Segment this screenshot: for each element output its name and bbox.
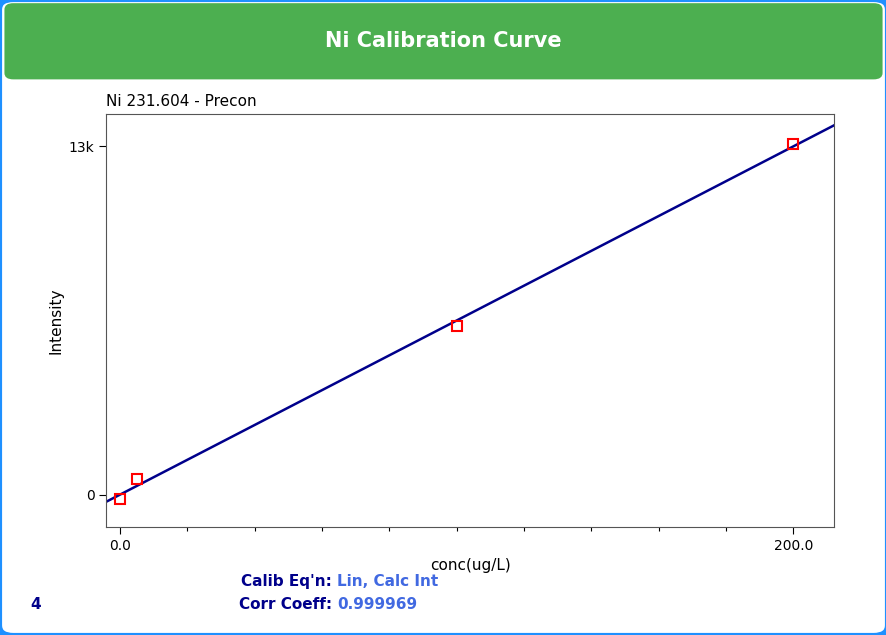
Y-axis label: Intensity: Intensity xyxy=(48,288,63,354)
Text: 4: 4 xyxy=(30,597,41,612)
Text: Ni 231.604 - Precon: Ni 231.604 - Precon xyxy=(106,94,257,109)
X-axis label: conc(ug/L): conc(ug/L) xyxy=(429,558,510,573)
Text: Corr Coeff:: Corr Coeff: xyxy=(238,597,337,612)
FancyBboxPatch shape xyxy=(4,3,882,79)
Text: Ni Calibration Curve: Ni Calibration Curve xyxy=(325,31,561,51)
Text: Lin, Calc Int: Lin, Calc Int xyxy=(337,573,438,589)
Text: 0.999969: 0.999969 xyxy=(337,597,416,612)
Text: Calib Eq'n:: Calib Eq'n: xyxy=(241,573,337,589)
